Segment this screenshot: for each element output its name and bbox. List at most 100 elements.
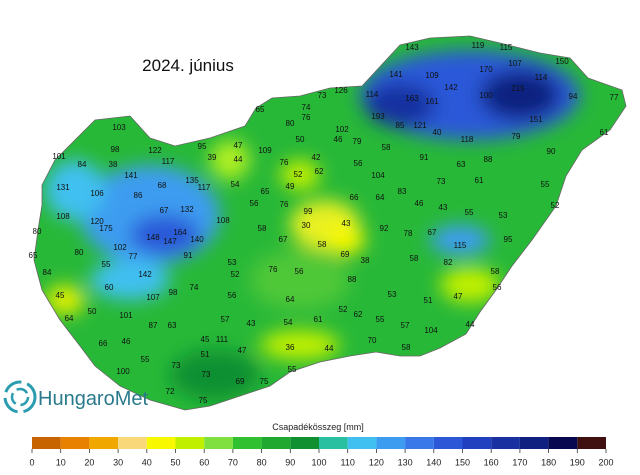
station-value: 51 <box>424 296 433 305</box>
station-value: 215 <box>511 84 525 93</box>
station-value: 68 <box>158 181 167 190</box>
station-value: 53 <box>499 211 508 220</box>
colorbar: 0 10 20 30 40 50 60 70 80 90 100 110 120 130 140 150 160… <box>29 437 614 467</box>
logo-icon <box>10 387 30 407</box>
colorbar-segment <box>319 437 348 449</box>
station-value: 119 <box>472 41 485 50</box>
station-value: 131 <box>56 183 70 192</box>
station-value: 65 <box>256 105 265 114</box>
station-value: 69 <box>236 377 245 386</box>
station-value: 161 <box>425 97 439 106</box>
station-value: 44 <box>325 344 334 353</box>
station-labels: 143 119 115 150 170 107 114 141 109 142 215 100 94 77… <box>29 41 619 405</box>
tick-label: 130 <box>398 457 413 467</box>
tick-label: 0 <box>29 457 34 467</box>
station-value: 99 <box>304 207 313 216</box>
colorbar-segment <box>118 437 147 449</box>
station-value: 101 <box>119 311 133 320</box>
station-value: 55 <box>465 208 474 217</box>
station-value: 80 <box>75 248 84 257</box>
station-value: 49 <box>286 182 295 191</box>
colorbar-segment <box>261 437 291 449</box>
station-value: 67 <box>428 228 437 237</box>
station-value: 73 <box>437 177 446 186</box>
station-value: 115 <box>500 43 513 52</box>
station-value: 43 <box>342 219 351 228</box>
station-value: 79 <box>512 132 521 141</box>
station-value: 61 <box>475 176 484 185</box>
colorbar-segment <box>405 437 434 449</box>
station-value: 55 <box>102 260 111 269</box>
logo-text: HungaroMet <box>38 388 149 410</box>
station-value: 62 <box>354 310 363 319</box>
legend-title: Csapadékösszeg [mm] <box>272 422 364 432</box>
station-value: 53 <box>228 258 237 267</box>
station-value: 47 <box>238 346 247 355</box>
station-value: 193 <box>371 112 385 121</box>
station-value: 50 <box>88 307 97 316</box>
station-value: 43 <box>439 203 448 212</box>
station-value: 46 <box>334 135 343 144</box>
station-value: 61 <box>314 315 323 324</box>
station-value: 58 <box>382 143 391 152</box>
station-value: 95 <box>504 235 513 244</box>
station-value: 36 <box>286 343 295 352</box>
station-value: 122 <box>148 146 162 155</box>
station-value: 67 <box>160 206 169 215</box>
station-value: 175 <box>99 224 113 233</box>
station-value: 102 <box>335 125 349 134</box>
colorbar-segment <box>491 437 520 449</box>
station-value: 87 <box>149 321 158 330</box>
station-value: 147 <box>163 237 177 246</box>
station-value: 76 <box>280 200 289 209</box>
colorbar-segment <box>204 437 233 449</box>
station-value: 74 <box>302 103 311 112</box>
tick-label: 180 <box>541 457 556 467</box>
station-value: 44 <box>234 155 243 164</box>
station-value: 77 <box>129 252 138 261</box>
station-value: 94 <box>569 92 578 101</box>
colorbar-segment <box>433 437 463 449</box>
station-value: 98 <box>169 288 178 297</box>
station-value: 54 <box>284 318 293 327</box>
station-value: 121 <box>413 121 427 130</box>
station-value: 98 <box>111 145 120 154</box>
station-value: 74 <box>190 283 199 292</box>
station-value: 91 <box>184 251 193 260</box>
station-value: 65 <box>261 187 270 196</box>
station-value: 58 <box>491 267 500 276</box>
colorbar-segment <box>376 437 406 449</box>
station-value: 114 <box>535 73 548 82</box>
station-value: 151 <box>529 115 543 124</box>
logo: HungaroMet <box>3 380 149 414</box>
station-value: 75 <box>199 396 208 405</box>
station-value: 58 <box>258 224 267 233</box>
station-value: 73 <box>202 370 211 379</box>
station-value: 150 <box>555 57 569 66</box>
station-value: 38 <box>361 256 370 265</box>
tick-label: 40 <box>142 457 152 467</box>
station-value: 50 <box>296 135 305 144</box>
station-value: 38 <box>109 160 118 169</box>
tick-label: 190 <box>570 457 585 467</box>
tick-label: 10 <box>56 457 66 467</box>
station-value: 80 <box>286 119 295 128</box>
station-value: 43 <box>247 319 256 328</box>
station-value: 103 <box>112 123 126 132</box>
station-value: 45 <box>56 291 65 300</box>
station-value: 64 <box>286 295 295 304</box>
tick-label: 80 <box>257 457 267 467</box>
station-value: 46 <box>122 337 131 346</box>
station-value: 142 <box>138 270 152 279</box>
station-value: 84 <box>78 160 87 169</box>
station-value: 88 <box>348 275 357 284</box>
station-value: 55 <box>376 315 385 324</box>
station-value: 101 <box>52 152 66 161</box>
station-value: 76 <box>269 265 278 274</box>
station-value: 57 <box>401 321 410 330</box>
colorbar-segment <box>60 437 90 449</box>
station-value: 107 <box>146 293 160 302</box>
colorbar-segment <box>175 437 205 449</box>
station-value: 62 <box>315 167 324 176</box>
station-value: 58 <box>410 254 419 263</box>
